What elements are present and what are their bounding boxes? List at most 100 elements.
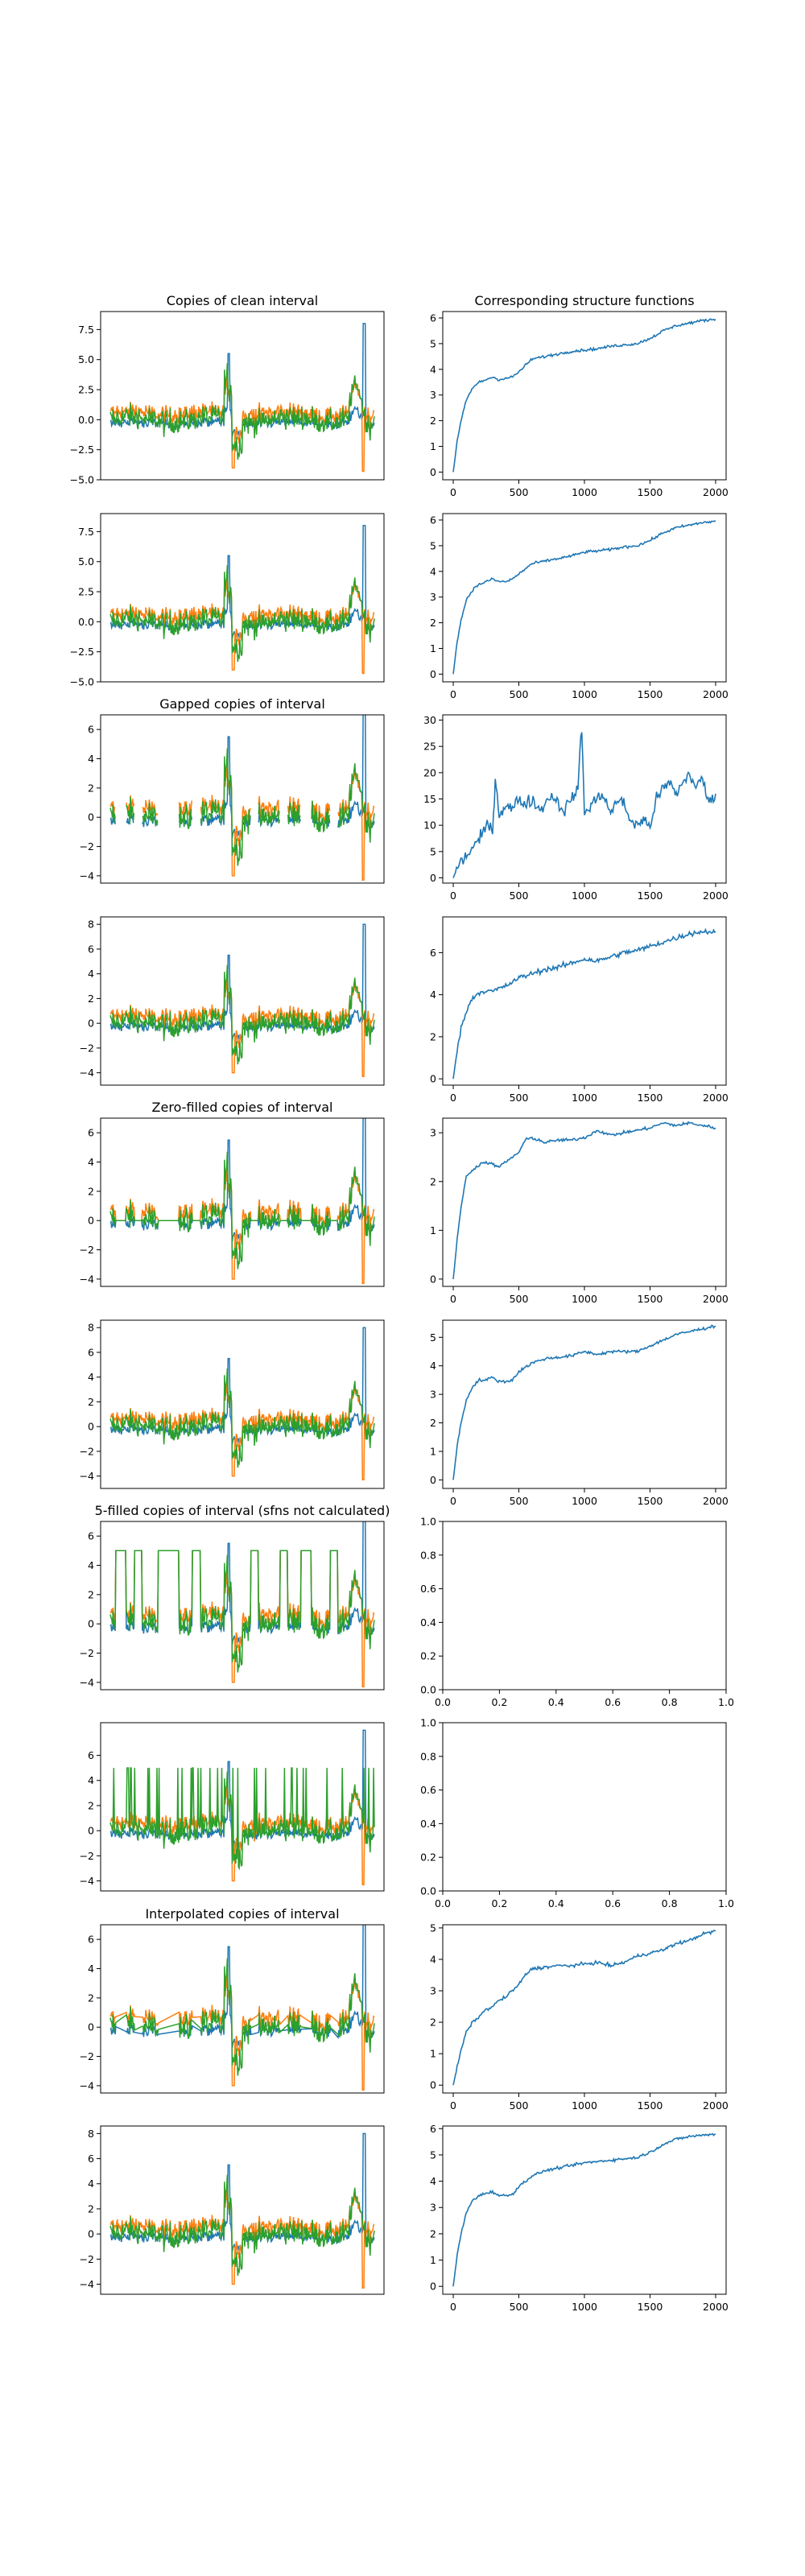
panel-11-ytick-label: 8 (88, 1322, 94, 1334)
panel-18-ytick-label: 5 (430, 1922, 436, 1934)
panel-15-ytick-label: 2 (88, 1799, 94, 1811)
panel-14-xtick-label: 0.0 (435, 1696, 451, 1708)
panel-8: 0 2 4 6 0 500 1000 1500 2000 (430, 927, 729, 1104)
panel-12-xtick-label: 0 (450, 1495, 456, 1507)
panel-15-ytick-label: 4 (88, 1774, 94, 1786)
panel-6-xtick-label: 0 (450, 890, 456, 902)
panel-5-ytick-label: −2 (80, 840, 94, 852)
panel-7-ytick-label: 2 (88, 993, 94, 1005)
panel-20: 0 1 2 3 4 5 6 0 500 1000 1500 2000 (430, 2123, 729, 2313)
panel-4: 0 1 2 3 4 5 6 0 500 1000 1500 2000 (430, 514, 729, 700)
panel-12-ytick-label: 3 (430, 1389, 436, 1401)
panel-6-frame (442, 714, 727, 884)
panel-4-frame (442, 513, 727, 683)
panel-5-ytick-label: −4 (80, 869, 94, 881)
panel-2-title: Corresponding structure functions (474, 293, 694, 308)
panel-1-series-3-line (109, 363, 375, 460)
panel-12-ytick-label: 2 (430, 1417, 436, 1429)
panel-5-series-2-line (109, 758, 375, 881)
panel-8-ytick-label: 2 (430, 1030, 436, 1042)
panel-8-xtick-label: 1500 (638, 1092, 663, 1104)
panel-7-ytick-label: −2 (80, 1042, 94, 1054)
panel-15-ytick-label: 6 (88, 1749, 94, 1761)
panel-8-xtick-label: 1000 (572, 1092, 597, 1104)
panel-6-ytick-label: 30 (423, 714, 436, 726)
panel-2-ytick-label: 6 (430, 312, 436, 324)
panel-14-ytick-label: 1.0 (420, 1516, 436, 1528)
panel-7-series-2-line (109, 973, 375, 1077)
panel-17: Interpolated copies of interval −4 −2 0 2 4 6 (80, 1906, 375, 2091)
panel-14-xtick-label: 0.4 (548, 1696, 564, 1708)
panel-3-ytick-label: −2.5 (70, 646, 94, 658)
panel-11-series-2-line (109, 1377, 375, 1480)
panel-14-xtick-label: 0.2 (491, 1696, 507, 1708)
panel-3-series-3-line (109, 565, 375, 663)
panel-16-ytick-label: 0.8 (420, 1750, 436, 1762)
panel-6-ytick-label: 5 (430, 845, 436, 857)
panel-1-ytick-label: −5.0 (70, 474, 94, 486)
panel-2-ytick-label: 0 (430, 466, 436, 478)
panel-2-structure-function-line (452, 318, 716, 473)
panel-10-xtick-label: 1500 (638, 1293, 663, 1305)
panel-8-xtick-label: 2000 (703, 1092, 729, 1104)
panel-9-ytick-label: 2 (88, 1185, 94, 1197)
panel-20-xtick-label: 0 (450, 2301, 456, 2313)
panel-14-frame (442, 1521, 727, 1690)
panel-17-series-3-line (109, 1958, 375, 2076)
panel-16-xtick-label: 0.2 (491, 1897, 507, 1909)
panel-18-xtick-label: 2000 (703, 2099, 729, 2112)
panel-9-ytick-label: −4 (80, 1273, 94, 1285)
panel-18-xtick-label: 1000 (572, 2099, 597, 2112)
panel-11-ytick-label: 6 (88, 1346, 94, 1358)
panel-17-ytick-label: −2 (80, 2050, 94, 2062)
panel-10-xtick-label: 500 (510, 1293, 529, 1305)
panel-13-ytick-label: −2 (80, 1647, 94, 1659)
panel-3-ytick-label: 5.0 (78, 555, 94, 568)
panel-4-ytick-label: 6 (430, 514, 436, 526)
panel-20-xtick-label: 1500 (638, 2301, 663, 2313)
panel-11-ytick-label: 2 (88, 1396, 94, 1408)
panel-19-ytick-label: 6 (88, 2153, 94, 2165)
panel-20-xtick-label: 1000 (572, 2301, 597, 2313)
panel-19: −4 −2 0 2 4 6 8 (80, 2128, 375, 2290)
panel-4-ytick-label: 4 (430, 565, 436, 577)
panel-17-ytick-label: 2 (88, 1992, 94, 2004)
panel-3: −5.0 −2.5 0.0 2.5 5.0 7.5 (70, 525, 375, 688)
panel-1-ytick-label: 0.0 (78, 414, 94, 426)
panel-7-ytick-label: 8 (88, 919, 94, 931)
panel-9-ytick-label: 4 (88, 1156, 94, 1168)
panel-8-xtick-label: 500 (510, 1092, 529, 1104)
panel-14-xtick-label: 0.8 (662, 1696, 678, 1708)
panel-18-ytick-label: 3 (430, 1985, 436, 1997)
panel-1-ytick-label: 5.0 (78, 353, 94, 365)
panel-16-xtick-label: 0.4 (548, 1897, 564, 1909)
panel-5-frame (100, 714, 385, 884)
panel-4-ytick-label: 0 (430, 668, 436, 680)
panel-19-series-2-line (109, 2183, 375, 2289)
panel-2-xtick-label: 2000 (703, 486, 729, 498)
panel-20-xtick-label: 500 (510, 2301, 529, 2313)
panel-8-frame (442, 916, 727, 1086)
panel-2-ytick-label: 3 (430, 389, 436, 401)
panel-8-structure-function-line (452, 927, 716, 1080)
panel-15-frame (100, 1722, 385, 1892)
panel-19-ytick-label: 2 (88, 2202, 94, 2215)
panel-9-frame (100, 1117, 385, 1287)
panel-2-xtick-label: 1000 (572, 486, 597, 498)
panel-6-xtick-label: 500 (510, 890, 529, 902)
panel-10-frame (442, 1117, 727, 1287)
panel-17-frame (100, 1924, 385, 2094)
panel-13-frame (100, 1521, 385, 1690)
panel-14-ytick-label: 0.6 (420, 1583, 436, 1595)
panel-2-ytick-label: 4 (430, 363, 436, 375)
panel-19-ytick-label: 8 (88, 2128, 94, 2140)
panel-20-xtick-label: 2000 (703, 2301, 729, 2313)
panel-16-frame (442, 1722, 727, 1892)
panel-5-ytick-label: 2 (88, 782, 94, 794)
panel-6-ytick-label: 25 (423, 741, 436, 753)
panel-10-ytick-label: 3 (430, 1127, 436, 1139)
panel-4-ytick-label: 1 (430, 642, 436, 654)
panel-14-ytick-label: 0.0 (420, 1684, 436, 1696)
panel-6-xtick-label: 2000 (703, 890, 729, 902)
